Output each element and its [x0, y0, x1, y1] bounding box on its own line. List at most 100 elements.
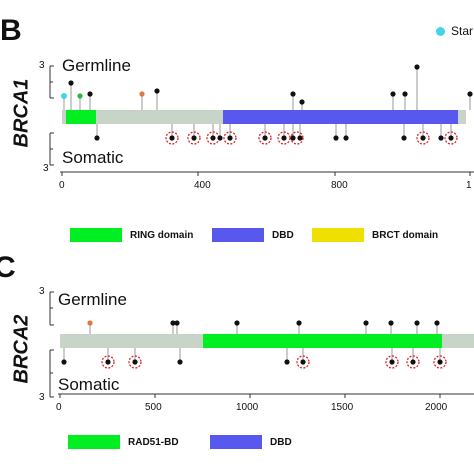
- brca1-x-tick-400: 400: [194, 180, 211, 191]
- brca2-germline-point: [388, 320, 394, 326]
- brca2-x-tick-1500: 1500: [331, 402, 354, 413]
- brca1-germline-orange-point: [139, 91, 145, 97]
- brca1-legend-brct: BRCT domain: [312, 228, 438, 242]
- brca1-legend-ring: RING domain: [70, 228, 193, 242]
- brca2-somatic-highlight-ring: [385, 355, 399, 369]
- rad51-swatch: [68, 435, 120, 449]
- brca1-somatic-point: [191, 135, 197, 141]
- brca1-somatic-highlight-ring: [277, 131, 291, 145]
- brca1-somatic-highlight-ring: [187, 131, 201, 145]
- brca2-somatic-highlight-ring: [101, 355, 115, 369]
- brca2-somatic-point: [61, 359, 67, 365]
- brca1-x-tick-0: 0: [59, 180, 65, 191]
- brca2-y-axis: [49, 291, 54, 398]
- brca2-y-bottom: 3: [39, 392, 45, 403]
- brca1-germline-point: [414, 64, 420, 70]
- brca1-germline-stems: [63, 67, 471, 110]
- brca2-germline-point: [363, 320, 369, 326]
- brca1-x-axis: [60, 171, 474, 176]
- brca1-somatic-point: [227, 135, 233, 141]
- brca2-germline-point: [170, 320, 176, 326]
- brca2-x-tick-0: 0: [56, 402, 62, 413]
- brca2-somatic-point: [437, 359, 443, 365]
- brca1-somatic-highlight-ring: [416, 131, 430, 145]
- brca1-germline-point: [87, 91, 93, 97]
- brca2-somatic-stems: [63, 348, 441, 362]
- brca1-germline-point: [467, 91, 473, 97]
- brca1-dbd-domain: [223, 110, 458, 124]
- brca2-somatic-point: [132, 359, 138, 365]
- dbd-swatch: [212, 228, 264, 242]
- brca1-somatic-point: [448, 135, 454, 141]
- brca2-legend-dbd: DBD: [210, 435, 292, 449]
- brca2-somatic-point: [284, 359, 290, 365]
- brca1-somatic-highlight-ring: [223, 131, 237, 145]
- brca1-germline-start-point: [61, 93, 67, 99]
- brca2-somatic-highlight-ring: [128, 355, 142, 369]
- brca2-germline-point: [414, 320, 420, 326]
- brca1-x-tick-800: 800: [331, 180, 348, 191]
- brca1-somatic-point: [169, 135, 175, 141]
- dbd2-legend-label: DBD: [270, 436, 292, 448]
- brct-legend-label: BRCT domain: [372, 229, 439, 241]
- panel-b-letter: B: [0, 14, 22, 47]
- brca1-germline-point: [68, 80, 74, 86]
- brca1-germline-label: Germline: [62, 56, 131, 75]
- brca1-somatic-point: [94, 135, 100, 141]
- brca2-x-tick-2000: 2000: [425, 402, 448, 413]
- start-marker-icon: [436, 26, 445, 36]
- brca1-somatic-label: Somatic: [62, 148, 124, 167]
- brca1-somatic-point: [297, 135, 303, 141]
- brca2-germline-stems: [89, 323, 438, 334]
- brca1-somatic-point: [281, 135, 287, 141]
- brca1-y-bottom: 3: [43, 163, 49, 174]
- brca1-somatic-point: [262, 135, 268, 141]
- brca2-y-top: 3: [39, 286, 45, 297]
- brca2-somatic-point: [177, 359, 183, 365]
- brca2-x-tick-1000: 1000: [236, 402, 259, 413]
- dbd2-swatch: [210, 435, 262, 449]
- rad51-legend-label: RAD51-BD: [128, 436, 179, 448]
- brct-swatch: [312, 228, 364, 242]
- brca1-somatic-point: [401, 135, 407, 141]
- brca1-y-top: 3: [39, 60, 45, 71]
- brca1-legend-dbd: DBD: [212, 228, 294, 242]
- brca2-legend-rad51: RAD51-BD: [68, 435, 179, 449]
- brca1-somatic-stems: [96, 124, 452, 138]
- brca2-germline-point: [174, 320, 180, 326]
- brca2-somatic-point: [105, 359, 111, 365]
- brca1-germline-point: [154, 88, 160, 94]
- brca2-germline-label: Germline: [58, 290, 127, 309]
- brca1-y-axis: [49, 65, 54, 166]
- brca2-somatic-label: Somatic: [58, 375, 120, 394]
- brca2-germline-point: [296, 320, 302, 326]
- brca2-germline-point: [234, 320, 240, 326]
- brca2-x-tick-500: 500: [145, 402, 162, 413]
- ring-legend-label: RING domain: [130, 229, 194, 241]
- brca2-rad51-domain: [203, 334, 442, 348]
- brca1-somatic-highlight-ring: [258, 131, 272, 145]
- brca1-germline-green-point: [77, 93, 83, 99]
- brca1-somatic-highlight-ring: [165, 131, 179, 145]
- brca1-somatic-point: [333, 135, 339, 141]
- ring-swatch: [70, 228, 122, 242]
- brca1-x-tick-end: 1: [466, 180, 472, 191]
- brca2-somatic-highlight-ring: [406, 355, 420, 369]
- brca1-somatic-point: [210, 135, 216, 141]
- brca1-germline-point: [290, 91, 296, 97]
- brca1-germline-point: [390, 91, 396, 97]
- brca1-somatic-point: [290, 135, 296, 141]
- brca2-somatic-highlight-ring: [433, 355, 447, 369]
- brca1-somatic-highlight-ring: [444, 131, 458, 145]
- brca2-somatic-point: [300, 359, 306, 365]
- panel-c-letter: C: [0, 251, 16, 284]
- brca2-x-axis: [58, 393, 474, 398]
- dbd-legend-label: DBD: [272, 229, 294, 241]
- start-legend: Star: [436, 24, 473, 38]
- brca1-somatic-point: [438, 135, 444, 141]
- brca1-germline-point: [402, 91, 408, 97]
- brca2-germline-point: [434, 320, 440, 326]
- start-legend-label: Star: [451, 24, 474, 38]
- brca1-germline-point: [299, 99, 305, 105]
